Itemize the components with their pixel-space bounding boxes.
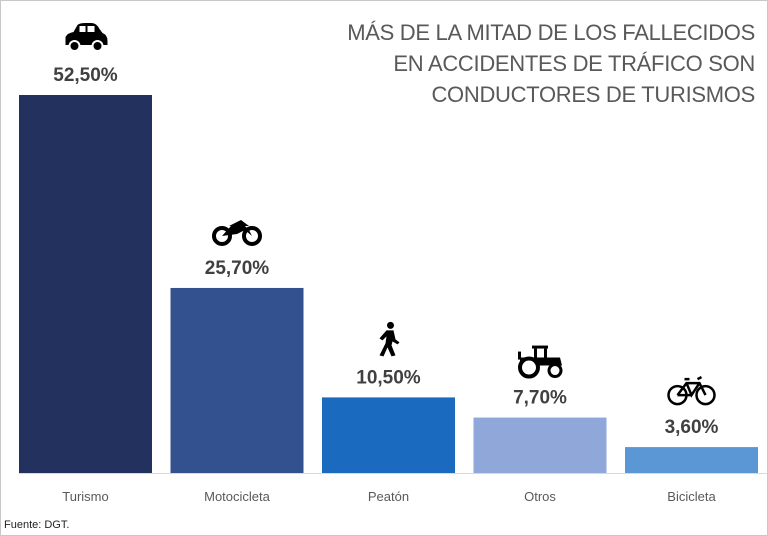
source-note: Fuente: DGT. bbox=[4, 519, 70, 531]
bar-peatón bbox=[322, 397, 455, 473]
x-tick-label: Motocicleta bbox=[204, 489, 271, 504]
data-label: 25,70% bbox=[205, 258, 270, 279]
x-tick-label: Peatón bbox=[368, 489, 409, 504]
x-tick-label: Turismo bbox=[62, 489, 108, 504]
data-label: 10,50% bbox=[356, 367, 421, 388]
car-icon bbox=[65, 23, 108, 52]
pedestrian-icon bbox=[379, 321, 400, 357]
bar-motocicleta bbox=[170, 287, 304, 473]
bar-bicicleta bbox=[625, 447, 758, 473]
chart-title: MÁS DE LA MITAD DE LOS FALLECIDOS EN ACC… bbox=[347, 20, 755, 107]
x-tick-label: Bicicleta bbox=[667, 489, 716, 504]
data-label: 3,60% bbox=[665, 417, 719, 438]
bar-turismo bbox=[19, 95, 152, 473]
data-label: 7,70% bbox=[513, 388, 567, 409]
bar-otros bbox=[473, 417, 607, 473]
bicycle-icon bbox=[667, 375, 716, 406]
data-label: 52,50% bbox=[53, 65, 118, 86]
tractor-icon bbox=[518, 345, 563, 379]
motorcycle-icon bbox=[212, 219, 262, 246]
x-tick-label: Otros bbox=[524, 489, 556, 504]
